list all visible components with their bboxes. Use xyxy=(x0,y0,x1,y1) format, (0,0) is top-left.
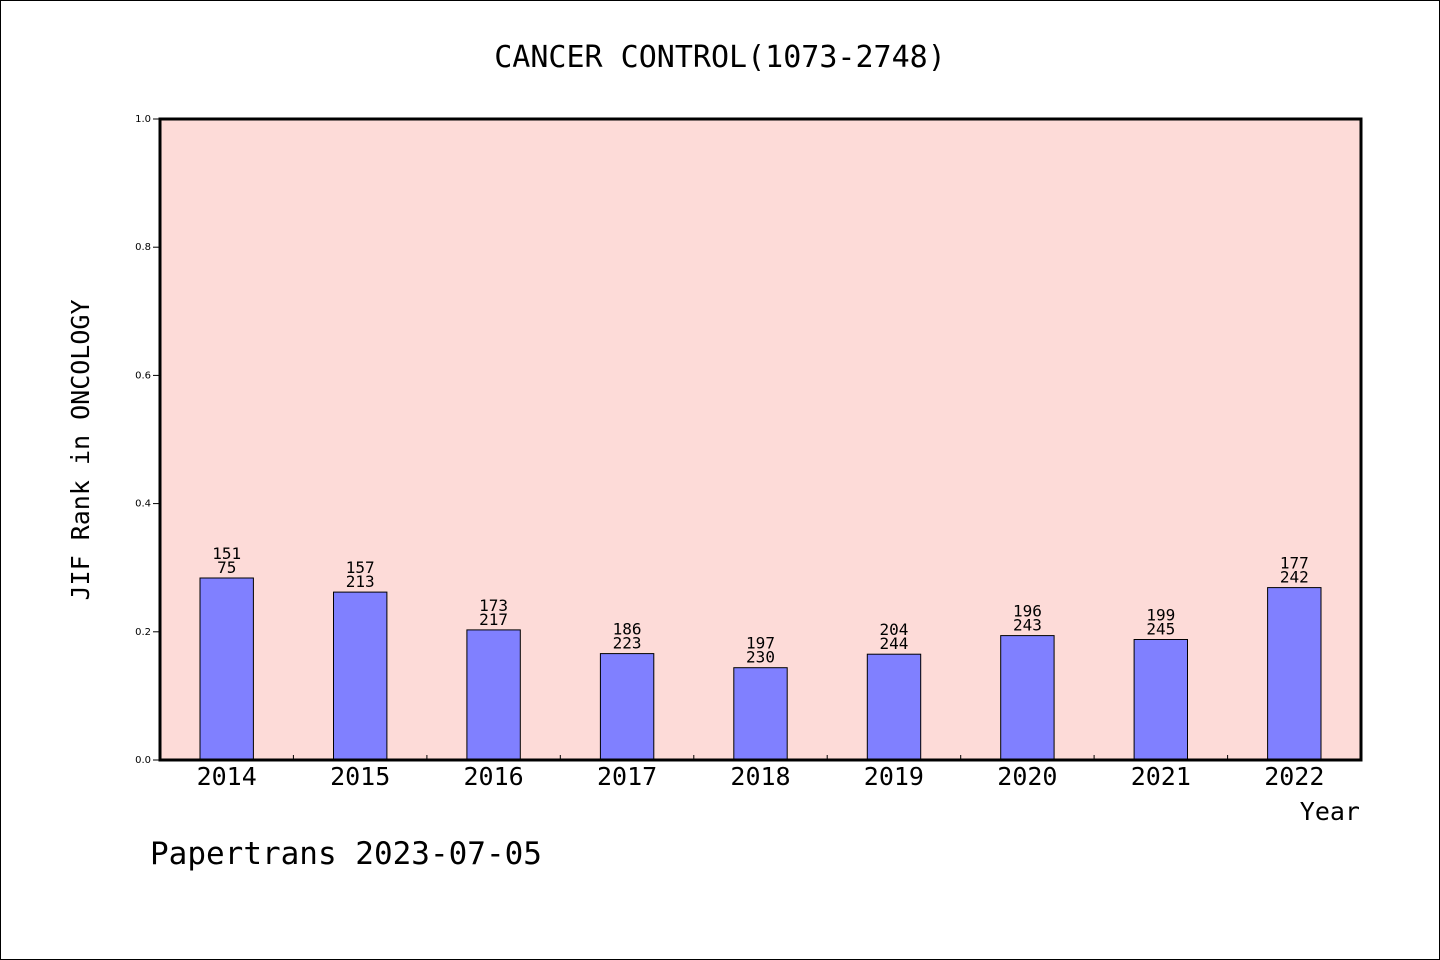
y-tick-label: 0.0 xyxy=(135,755,151,766)
bar-2014 xyxy=(199,577,254,761)
footer-note: Papertrans 2023-07-05 xyxy=(150,836,542,872)
bar-total-label: 242 xyxy=(1280,568,1309,587)
bar-total-label: 230 xyxy=(746,648,775,667)
plot-border xyxy=(158,117,1363,762)
x-tick-label: 2020 xyxy=(997,762,1057,791)
bar-2015 xyxy=(333,591,388,761)
bar-rank-label: 186 xyxy=(613,620,642,639)
x-tick-label: 2018 xyxy=(730,762,790,791)
bar-rank-label: 177 xyxy=(1280,554,1309,573)
bar-total-label: 75 xyxy=(217,558,236,577)
y-tick-label: 0.2 xyxy=(135,627,151,638)
y-tick-label: 0.8 xyxy=(135,242,151,253)
bar-rank-label: 173 xyxy=(479,596,508,615)
x-tick-label: 2019 xyxy=(864,762,924,791)
x-axis-label: Year xyxy=(1300,797,1360,826)
bar-total-label: 244 xyxy=(879,634,908,653)
bar-rank-label: 196 xyxy=(1013,602,1042,621)
x-tick-label: 2022 xyxy=(1264,762,1324,791)
x-tick-label: 2016 xyxy=(463,762,523,791)
x-tick-label: 2015 xyxy=(330,762,390,791)
bar-rank-label: 204 xyxy=(879,620,908,639)
bar-2022 xyxy=(1267,587,1322,761)
y-tick-label: 1.0 xyxy=(135,114,151,125)
bar-total-label: 223 xyxy=(613,634,642,653)
bar-rank-label: 157 xyxy=(346,558,375,577)
bar-rank-label: 197 xyxy=(746,634,775,653)
bar-total-label: 243 xyxy=(1013,616,1042,635)
chart-title: CANCER CONTROL(1073-2748) xyxy=(494,40,946,75)
y-axis-label: JIF Rank in ONCOLOGY xyxy=(66,299,95,600)
bar-2018 xyxy=(733,667,788,761)
y-tick-label: 0.6 xyxy=(135,370,151,381)
bar-total-label: 213 xyxy=(346,572,375,591)
bar-rank-label: 151 xyxy=(212,544,241,563)
bar-rank-label: 199 xyxy=(1146,606,1175,625)
x-tick-label: 2014 xyxy=(197,762,257,791)
bars-layer xyxy=(199,577,1322,761)
bar-2017 xyxy=(599,653,655,761)
x-axis: 2014 2015 2016 2017 2018 2019 2020 2021 2022 xyxy=(197,755,1324,791)
bar-2019 xyxy=(866,653,922,761)
bar-2021 xyxy=(1133,639,1188,761)
bar-total-label: 217 xyxy=(479,610,508,629)
y-axis: 0.0 0.2 0.4 0.6 0.8 1.0 xyxy=(135,114,160,766)
x-tick-label: 2017 xyxy=(597,762,657,791)
x-tick-label: 2021 xyxy=(1131,762,1191,791)
bar-2020 xyxy=(1000,635,1055,761)
y-tick-label: 0.4 xyxy=(135,499,151,510)
bar-2016 xyxy=(466,629,521,761)
bar-total-label: 245 xyxy=(1146,620,1175,639)
